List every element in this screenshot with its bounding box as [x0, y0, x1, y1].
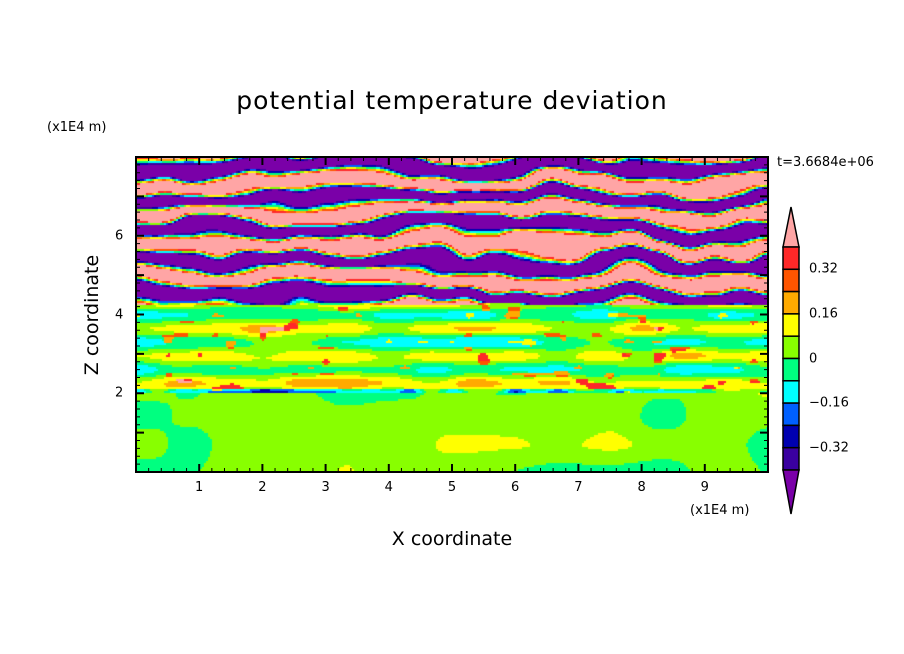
colorbar-box: [782, 335, 800, 360]
x-tick-label: 2: [258, 480, 267, 495]
colorbar-box: [782, 380, 800, 404]
x-tick-label: 7: [574, 480, 583, 495]
colorbar-box: [782, 246, 800, 271]
x-tick-label: 6: [511, 480, 520, 495]
time-label: t=3.6684e+06: [777, 155, 874, 170]
plot-frame: [135, 156, 769, 473]
colorbar-label: 0.32: [809, 261, 838, 277]
contour-field: [136, 157, 768, 472]
x-tick-label: 8: [637, 480, 646, 495]
x-tick-label: 4: [384, 480, 393, 495]
x-tick-label: 1: [195, 480, 204, 495]
colorbar-label: 0.16: [809, 306, 838, 322]
x-unit-label: (x1E4 m): [690, 503, 750, 518]
colorbar-box: [782, 290, 800, 315]
colorbar-box: [782, 446, 800, 471]
y-tick-label: 4: [115, 307, 124, 322]
x-tick-label: 5: [447, 480, 457, 495]
y-tick-label: 6: [115, 228, 124, 244]
x-tick-label: 3: [321, 480, 330, 495]
colorbar-box: [782, 313, 800, 337]
colorbar-box: [782, 424, 800, 449]
y-unit-label: (x1E4 m): [47, 120, 107, 135]
chart-title: potential temperature deviation: [236, 86, 668, 115]
colorbar-label: −0.32: [809, 440, 849, 456]
x-tick-label: 9: [700, 480, 709, 495]
colorbar-box: [782, 402, 800, 427]
colorbar-label: 0: [809, 351, 818, 366]
colorbar-box: [782, 357, 800, 382]
colorbar-box: [782, 268, 800, 293]
colorbar-upper-arrow: [782, 206, 800, 248]
x-axis-label: X coordinate: [391, 528, 513, 550]
colorbar-lower-arrow: [782, 469, 800, 515]
y-tick-label: 2: [115, 385, 124, 401]
colorbar-label: −0.16: [809, 395, 849, 411]
